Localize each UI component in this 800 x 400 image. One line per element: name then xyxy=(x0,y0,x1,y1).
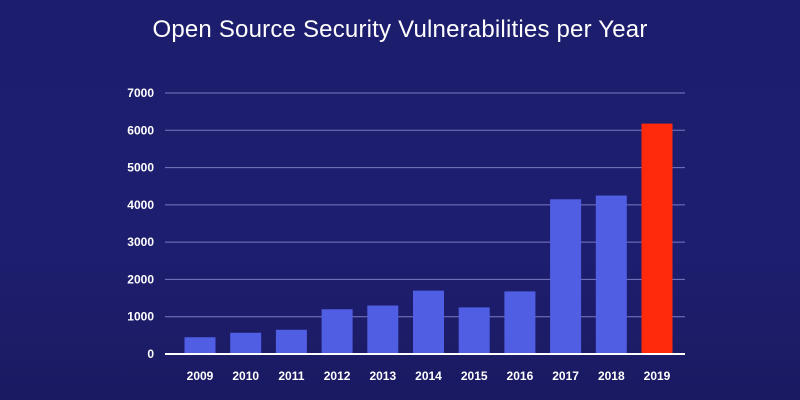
x-tick-label-2014: 2014 xyxy=(415,369,442,383)
bar-2018 xyxy=(595,195,627,354)
y-tick-label-6000: 6000 xyxy=(127,123,154,137)
bar-2014 xyxy=(413,290,444,354)
bar-2017 xyxy=(550,199,582,354)
x-tick-label-2011: 2011 xyxy=(278,369,304,383)
y-tick-label-4000: 4000 xyxy=(127,198,154,212)
chart-title: Open Source Security Vulnerabilities per… xyxy=(152,16,648,43)
x-tick-label-2016: 2016 xyxy=(507,369,534,383)
axis-layer: 0 1000 2000 3000 4000 5000 6000 7000 2009 2010 201… xyxy=(127,86,685,383)
x-tick-label-2017: 2017 xyxy=(552,369,579,383)
x-tick-label-2010: 2010 xyxy=(232,369,259,383)
bar-2012 xyxy=(321,309,353,354)
bar-2015 xyxy=(458,307,490,354)
bar-2010 xyxy=(230,332,262,354)
x-tick-label-2013: 2013 xyxy=(369,369,396,383)
bar-2009 xyxy=(184,337,216,354)
x-tick-label-2009: 2009 xyxy=(187,369,214,383)
x-tick-label-2018: 2018 xyxy=(598,369,625,383)
bar-2011 xyxy=(275,329,307,354)
grid-layer xyxy=(165,92,685,318)
y-tick-label-2000: 2000 xyxy=(127,272,154,286)
bar-2013 xyxy=(367,305,399,354)
y-tick-label-1000: 1000 xyxy=(127,310,154,324)
y-tick-label-7000: 7000 xyxy=(127,86,154,100)
bar-2016 xyxy=(504,291,536,354)
bar-layer xyxy=(184,123,673,355)
bar-2019 xyxy=(641,123,673,355)
x-tick-label-2015: 2015 xyxy=(461,369,488,383)
x-tick-label-2019: 2019 xyxy=(644,369,671,383)
x-tick-label-2012: 2012 xyxy=(324,369,351,383)
y-tick-label-0: 0 xyxy=(147,347,154,361)
y-tick-label-5000: 5000 xyxy=(127,161,154,175)
y-tick-label-3000: 3000 xyxy=(127,235,154,249)
